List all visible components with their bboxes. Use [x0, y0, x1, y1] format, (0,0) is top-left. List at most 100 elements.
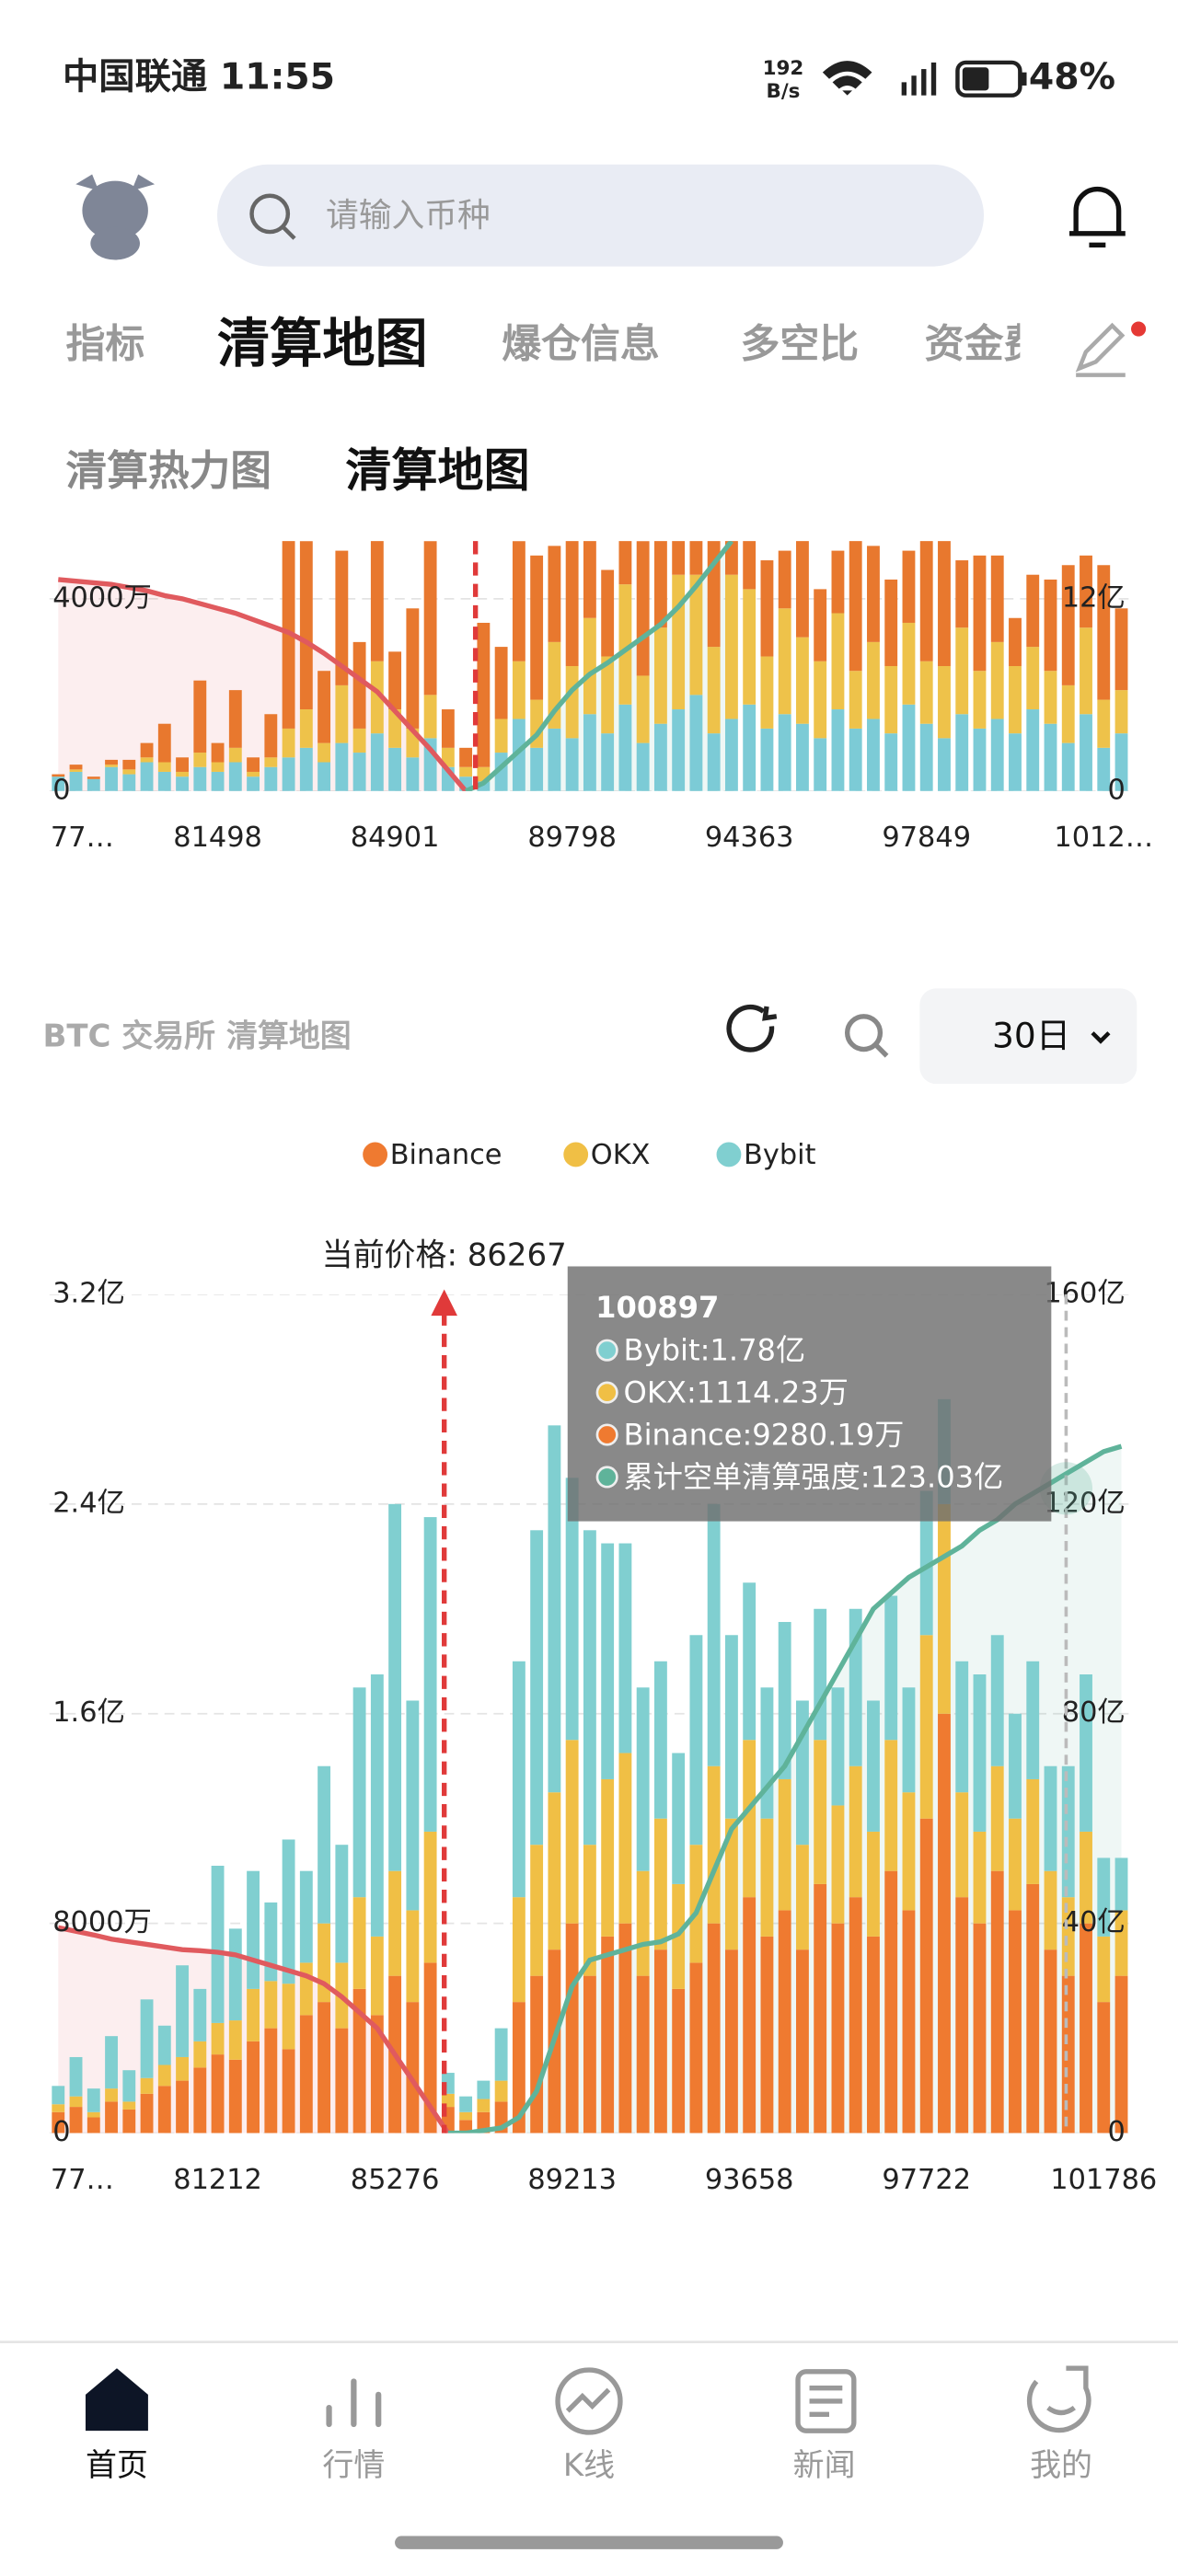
tab[interactable]: 资金费 [925, 322, 1044, 368]
bar [831, 550, 845, 614]
bar [583, 714, 596, 791]
x-tick-label: 85276 [351, 2164, 440, 2196]
bar [530, 1845, 544, 1976]
bar [157, 2086, 171, 2133]
bar [601, 569, 615, 657]
bar [247, 1988, 260, 2041]
bar [299, 541, 313, 710]
bar [228, 1928, 242, 2021]
bar [512, 541, 525, 661]
bar [211, 771, 225, 791]
bar [743, 541, 756, 590]
bar [494, 2080, 508, 2102]
bar [919, 1490, 933, 1636]
bar [512, 2002, 525, 2133]
bar [884, 733, 898, 791]
bar [565, 541, 579, 666]
bar [193, 2041, 207, 2068]
bar [1114, 1857, 1128, 1911]
bar [228, 2059, 242, 2133]
bar [938, 738, 951, 791]
bar [477, 2099, 491, 2112]
y-tick-label: 1.6亿 [52, 1696, 125, 1729]
tab-active[interactable]: 清算地图 [217, 314, 428, 374]
bar [406, 757, 420, 791]
bar [919, 1818, 933, 2133]
bar [973, 555, 987, 672]
bar [724, 1949, 738, 2133]
bar [87, 776, 100, 779]
tab[interactable]: 指标 [66, 322, 145, 368]
bar [318, 1923, 331, 2003]
x-tick-label: 81498 [173, 822, 262, 854]
bar [423, 1517, 437, 1832]
tab[interactable]: 多空比 [740, 322, 859, 368]
section-title: BTC 交易所 清算地图 [42, 1018, 351, 1055]
bar [653, 723, 667, 791]
edit-icon[interactable] [1075, 321, 1147, 377]
bar [743, 1582, 756, 1741]
bar [388, 651, 402, 710]
bar [724, 541, 738, 575]
bar [618, 584, 632, 705]
bar [849, 1897, 862, 2133]
y2-tick-label: 120亿 [1044, 1487, 1125, 1519]
bar [193, 2067, 207, 2133]
bar [973, 671, 987, 729]
bar [973, 1831, 987, 1924]
cursor-highlight [1039, 1462, 1093, 1515]
sub-tab-active[interactable]: 清算地图 [345, 443, 529, 497]
bar [352, 1988, 366, 2133]
bar [653, 1949, 667, 2133]
bar [796, 1845, 809, 1950]
bar [849, 1765, 862, 1898]
signal-icons [822, 60, 1027, 98]
bar [388, 709, 402, 748]
nav-item[interactable]: 新闻 [793, 2447, 856, 2484]
bar [530, 555, 544, 700]
period-select[interactable] [919, 988, 1138, 1085]
y-tick-label: 4000万 [52, 581, 152, 614]
x-tick-label: 101786 [1050, 2164, 1157, 2196]
bar [423, 695, 437, 739]
bar [672, 1988, 686, 2133]
bar [814, 589, 827, 661]
bar [724, 719, 738, 791]
bar [565, 738, 579, 791]
search-box[interactable] [216, 164, 985, 267]
bell-icon[interactable] [1068, 186, 1126, 248]
bar [247, 1870, 260, 1989]
nav-item-active[interactable]: 首页 [86, 2447, 148, 2484]
bar [140, 742, 154, 758]
bar [1061, 565, 1075, 685]
bar [778, 550, 791, 609]
tab[interactable]: 爆仓信息 [502, 322, 660, 368]
bar [760, 1818, 774, 1937]
refresh-icon[interactable] [726, 1004, 778, 1052]
tooltip-item: Binance:9280.19万 [624, 1417, 905, 1452]
avatar[interactable] [75, 174, 156, 260]
bar [176, 2056, 189, 2081]
bar [335, 684, 349, 743]
bar [778, 1622, 791, 1779]
nav-item[interactable]: 我的 [1030, 2447, 1092, 2484]
bar [264, 1902, 278, 1982]
nav-item[interactable]: 行情 [322, 2447, 385, 2484]
bar [814, 1883, 827, 2133]
period-label: 30日 [992, 1016, 1070, 1056]
bar [1097, 1857, 1111, 1937]
x-tick-label: 89798 [527, 822, 617, 854]
bar [565, 1740, 579, 1924]
bar [1097, 1936, 1111, 2003]
bar [228, 2020, 242, 2060]
bar [211, 2054, 225, 2133]
bar [140, 1999, 154, 2078]
line [465, 541, 734, 791]
bar [1097, 699, 1111, 748]
search-button[interactable] [844, 1014, 889, 1058]
sub-tab[interactable]: 清算热力图 [66, 447, 271, 495]
bar [831, 1923, 845, 2133]
bar [193, 680, 207, 753]
battery: 48% [1029, 56, 1115, 98]
nav-item[interactable]: K线 [563, 2447, 615, 2484]
